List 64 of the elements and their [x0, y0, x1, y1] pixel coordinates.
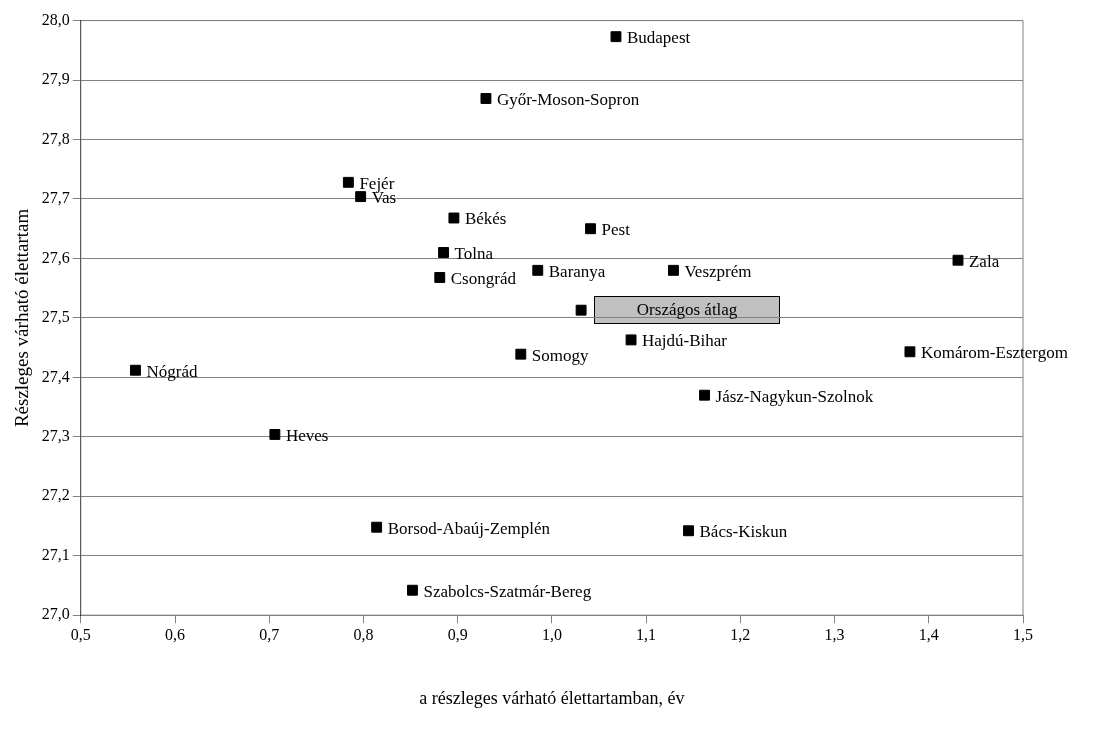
point: [610, 31, 622, 43]
point: [434, 272, 446, 283]
point: [952, 254, 964, 266]
annotation: Csongrád: [450, 268, 517, 288]
annotation: Somogy: [531, 345, 589, 365]
x-tick-label: 0,6: [165, 626, 186, 643]
y-tick-label: 27,7: [41, 189, 70, 207]
y-tick-label: 27,6: [41, 248, 70, 266]
annotation: Veszprém: [684, 261, 752, 281]
annotation: Tolna: [454, 243, 494, 263]
annotation: Borsod-Abaúj-Zemplén: [387, 518, 551, 538]
annotation: Hajdú-Bihar: [642, 331, 728, 351]
y-tick-label: 27,9: [41, 70, 70, 88]
y-axis-title: Részleges várható élettartam: [11, 208, 33, 428]
annotation: Nógrád: [146, 361, 198, 381]
y-tick-label: 27,0: [41, 605, 70, 623]
point: [480, 93, 492, 104]
point: [585, 223, 596, 235]
annotation: Heves: [285, 425, 329, 445]
annotation: Szabolcs-Szatmár-Bereg: [423, 581, 592, 601]
text: Országos átlag: [636, 299, 738, 319]
annotation: Bács-Kiskun: [699, 522, 788, 542]
y-tick-label: 28,0: [41, 10, 70, 28]
point: [342, 176, 354, 188]
x-tick-label: 1,0: [541, 626, 562, 643]
x-tick-label: 1,5: [1013, 626, 1033, 643]
x-axis-title: a részleges várható élettartamban, év: [419, 687, 685, 708]
x-tick-label: 1,1: [636, 626, 657, 643]
point: [269, 428, 281, 440]
annotation: Zala: [968, 251, 1000, 271]
annotation: Pest: [601, 220, 631, 240]
x-tick-label: 0,9: [447, 626, 468, 643]
y-tick-label: 27,1: [41, 545, 70, 563]
point: [438, 247, 449, 258]
point: [355, 191, 367, 203]
point: [532, 264, 544, 276]
point: [515, 348, 527, 360]
y-tick-label: 27,5: [41, 308, 70, 326]
annotation: Baranya: [548, 261, 606, 281]
point: [683, 525, 694, 537]
annotation: Budapest: [626, 28, 691, 48]
annotation: Jász-Nagykun-Szolnok: [715, 386, 874, 406]
point: [625, 334, 637, 346]
y-tick-label: 27,2: [41, 486, 70, 504]
point: [575, 304, 587, 316]
x-tick-label: 1,2: [730, 626, 751, 643]
y-tick-label: 27,8: [41, 129, 70, 147]
x-tick-label: 1,4: [918, 626, 939, 643]
x-tick-label: 0,7: [259, 626, 280, 643]
annotation: Győr-Moson-Sopron: [496, 89, 640, 109]
point: [904, 346, 916, 358]
y-tick-label: 27,3: [41, 427, 70, 445]
point: [448, 212, 460, 224]
annotation: Békés: [464, 209, 507, 229]
point: [371, 521, 383, 533]
x-tick-label: 1,3: [824, 626, 845, 643]
x-tick-label: 0,5: [70, 626, 91, 643]
x-tick-label: 0,8: [353, 626, 374, 643]
point: [699, 389, 710, 401]
point: [130, 364, 141, 376]
y-tick-label: 27,4: [41, 367, 70, 385]
annotation: Komárom-Esztergom: [920, 343, 1068, 363]
point: [667, 264, 679, 276]
point: [407, 584, 418, 596]
